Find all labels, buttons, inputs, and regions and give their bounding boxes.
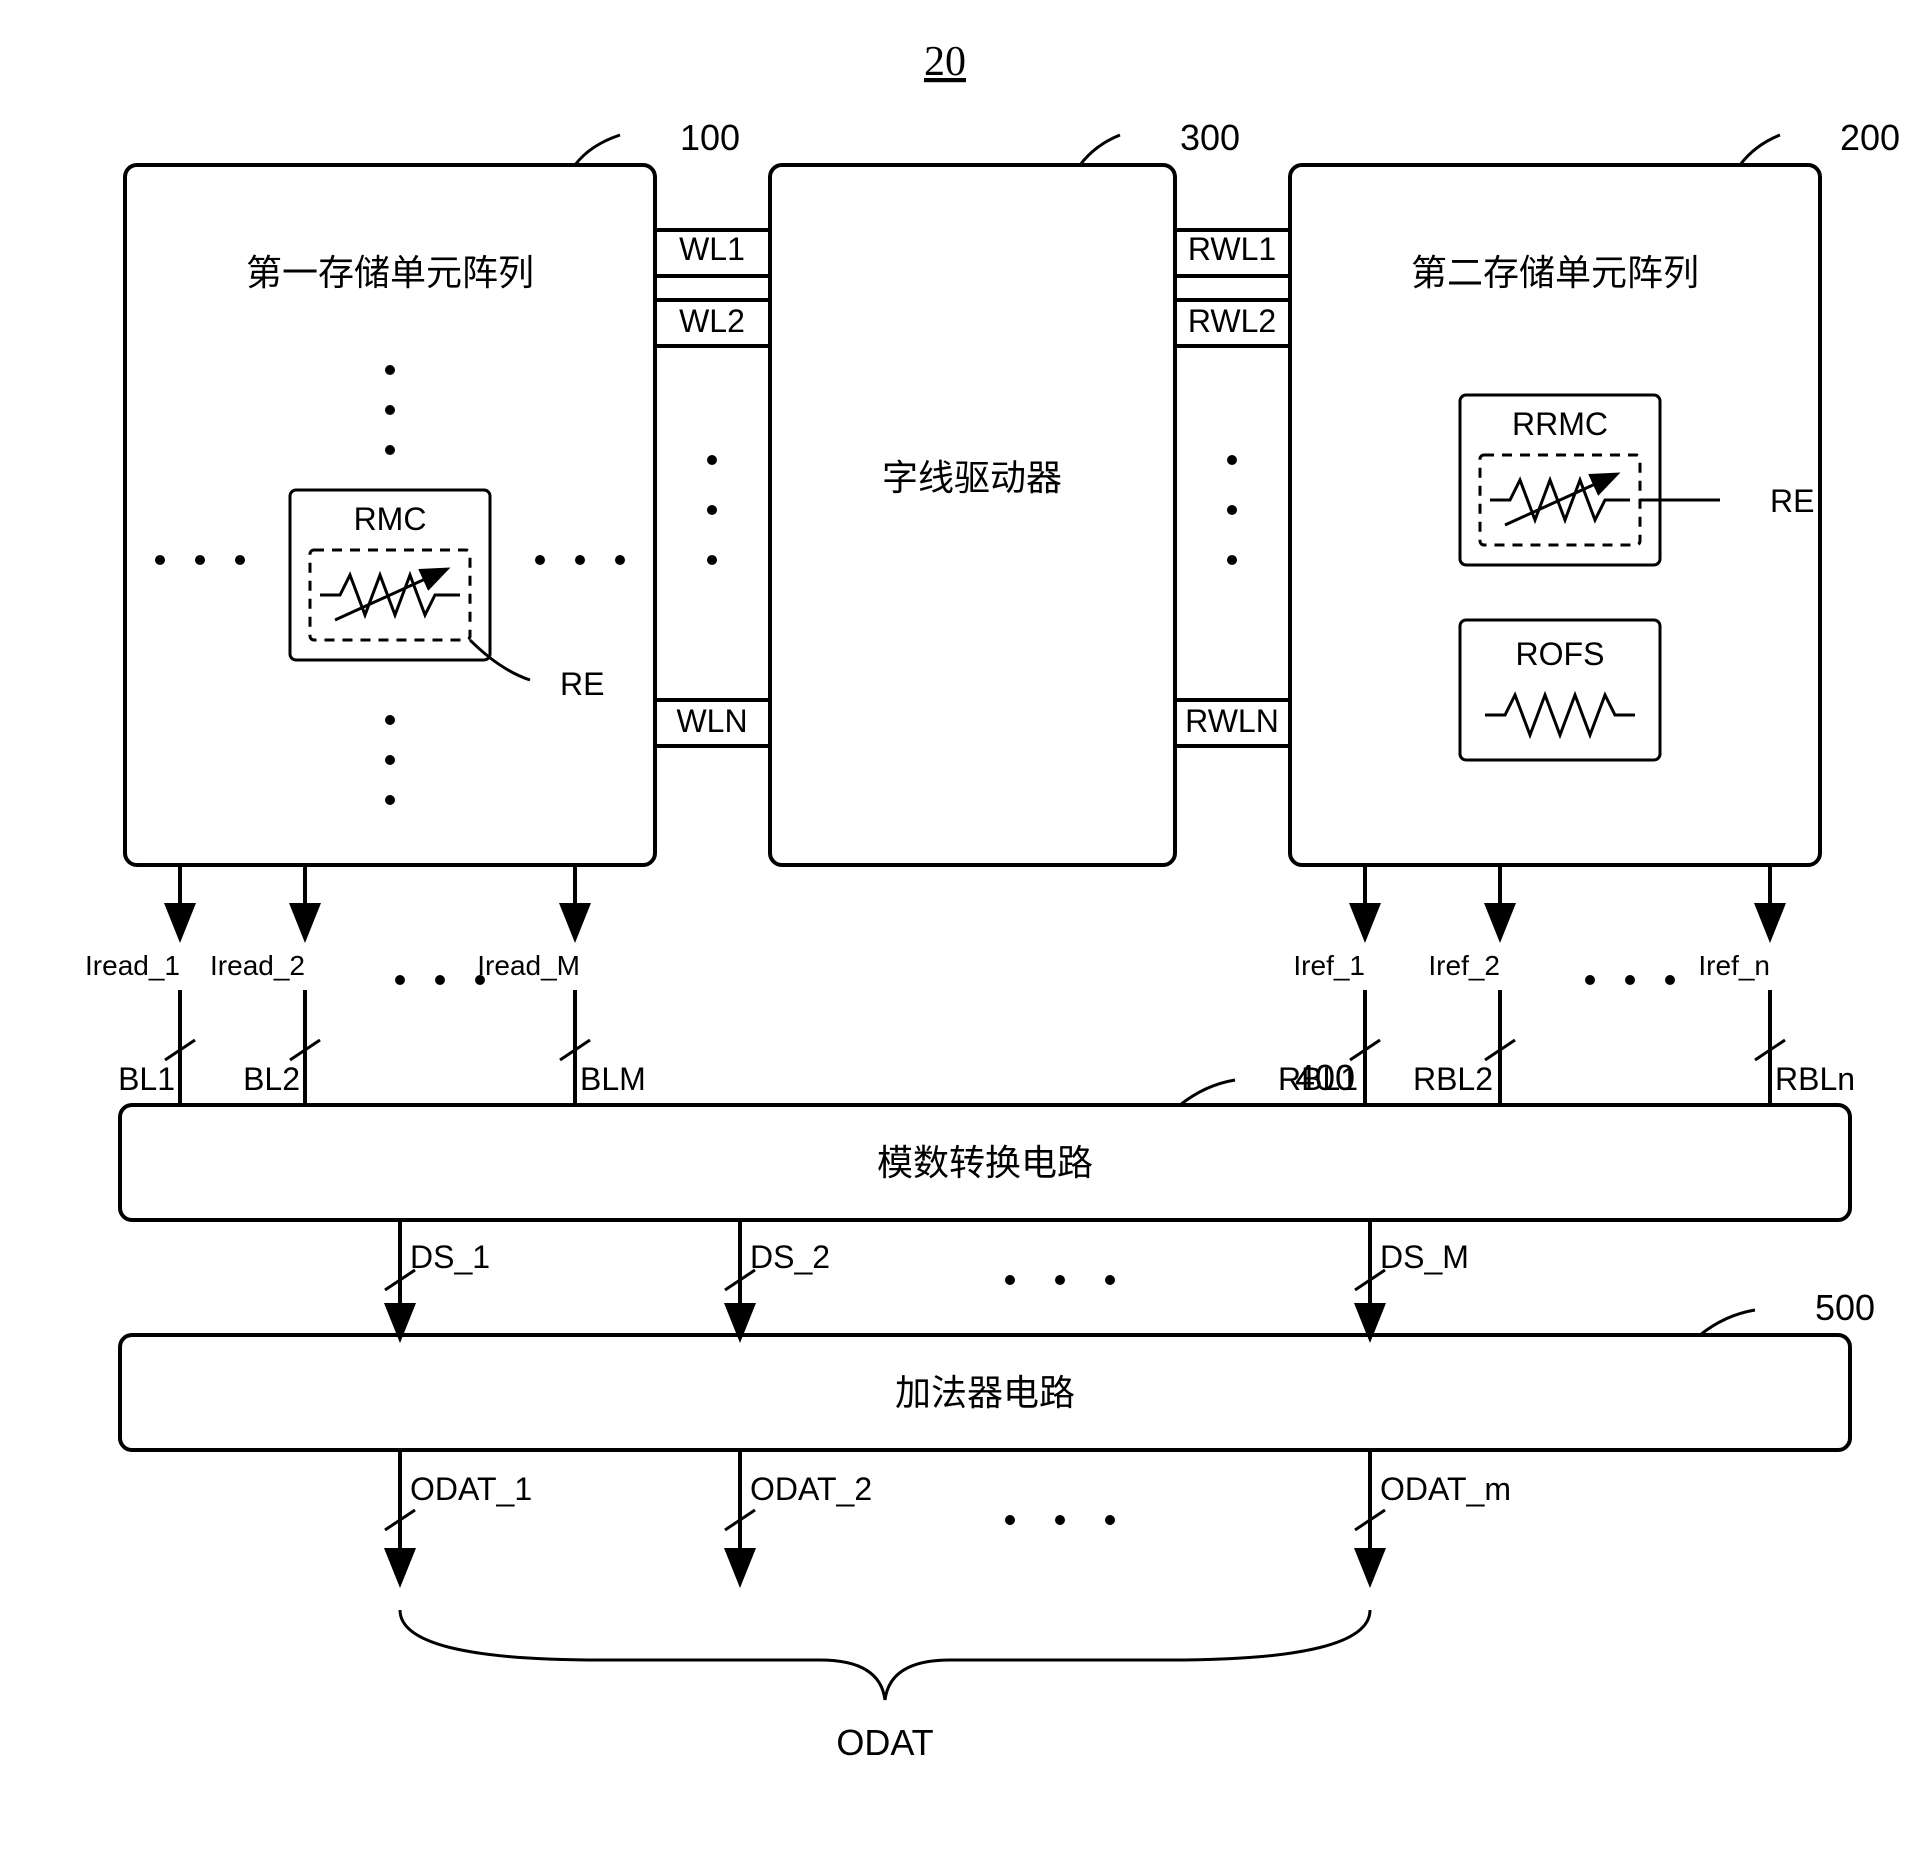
leader-100 (575, 135, 620, 165)
ref-500: 500 (1815, 1287, 1875, 1328)
ds1-label: DS_1 (410, 1239, 490, 1275)
ref-300: 300 (1180, 117, 1240, 158)
dot-icon (155, 555, 165, 565)
dot-icon (395, 975, 405, 985)
block-wldrv (770, 165, 1175, 865)
odat2-label: ODAT_2 (750, 1471, 872, 1507)
ref-100: 100 (680, 117, 740, 158)
dot-icon (575, 555, 585, 565)
leader-400 (1180, 1080, 1235, 1105)
dot-icon (1005, 1275, 1015, 1285)
dot-icon (385, 715, 395, 725)
dot-icon (707, 455, 717, 465)
dot-icon (1055, 1515, 1065, 1525)
leader-500 (1700, 1310, 1755, 1335)
odatm-label: ODAT_m (1380, 1471, 1511, 1507)
ref-400: 400 (1295, 1057, 1355, 1098)
dot-icon (1105, 1275, 1115, 1285)
leader-200 (1740, 135, 1780, 165)
dot-icon (1585, 975, 1595, 985)
dot-icon (535, 555, 545, 565)
brace-icon (400, 1610, 1370, 1700)
bl1-label: BL1 (118, 1061, 175, 1097)
dot-icon (1227, 455, 1237, 465)
blm-label: BLM (580, 1061, 646, 1097)
dot-icon (385, 795, 395, 805)
label-array1: 第一存储单元阵列 (246, 252, 534, 293)
iread1-label: Iread_1 (85, 950, 180, 981)
ds2-label: DS_2 (750, 1239, 830, 1275)
odat1-label: ODAT_1 (410, 1471, 532, 1507)
iread2-label: Iread_2 (210, 950, 305, 981)
ireadm-label: Iread_M (477, 950, 580, 981)
dot-icon (385, 365, 395, 375)
dot-icon (1665, 975, 1675, 985)
rofs-label: ROFS (1516, 636, 1605, 672)
dot-icon (1055, 1275, 1065, 1285)
label-adder: 加法器电路 (895, 1372, 1075, 1413)
dot-icon (235, 555, 245, 565)
dot-icon (1105, 1515, 1115, 1525)
label-wldrv: 字线驱动器 (882, 457, 1062, 498)
dot-icon (385, 755, 395, 765)
bl2-label: BL2 (243, 1061, 300, 1097)
dot-icon (615, 555, 625, 565)
dot-icon (707, 555, 717, 565)
wln-label: WLN (676, 703, 747, 739)
ref-200: 200 (1840, 117, 1900, 158)
dot-icon (707, 505, 717, 515)
irefn-label: Iref_n (1698, 950, 1770, 981)
dot-icon (195, 555, 205, 565)
leader-300 (1080, 135, 1120, 165)
dsm-label: DS_M (1380, 1239, 1469, 1275)
dot-icon (1625, 975, 1635, 985)
rmc-label: RMC (354, 501, 427, 537)
dot-icon (1227, 505, 1237, 515)
iref2-label: Iref_2 (1428, 950, 1500, 981)
odat-group-label: ODAT (836, 1722, 933, 1763)
wl2-label: WL2 (679, 303, 745, 339)
label-array2: 第二存储单元阵列 (1411, 252, 1699, 293)
rwl1-label: RWL1 (1188, 231, 1276, 267)
rwln-label: RWLN (1185, 703, 1279, 739)
dot-icon (385, 405, 395, 415)
rwl2-label: RWL2 (1188, 303, 1276, 339)
dot-icon (1227, 555, 1237, 565)
diagram-canvas: 20 第一存储单元阵列 100 字线驱动器 300 第二存储单元阵列 200 W… (0, 0, 1915, 1852)
dot-icon (1005, 1515, 1015, 1525)
rbln-label: RBLn (1775, 1061, 1855, 1097)
re-label-2: RE (1770, 483, 1814, 519)
resistor-icon (1485, 695, 1635, 735)
figure-ref: 20 (924, 39, 966, 85)
rrmc-label: RRMC (1512, 406, 1608, 442)
wl1-label: WL1 (679, 231, 745, 267)
dot-icon (385, 445, 395, 455)
label-adc: 模数转换电路 (877, 1142, 1093, 1183)
dot-icon (435, 975, 445, 985)
re-label-1: RE (560, 666, 604, 702)
rbl2-label: RBL2 (1413, 1061, 1493, 1097)
iref1-label: Iref_1 (1293, 950, 1365, 981)
